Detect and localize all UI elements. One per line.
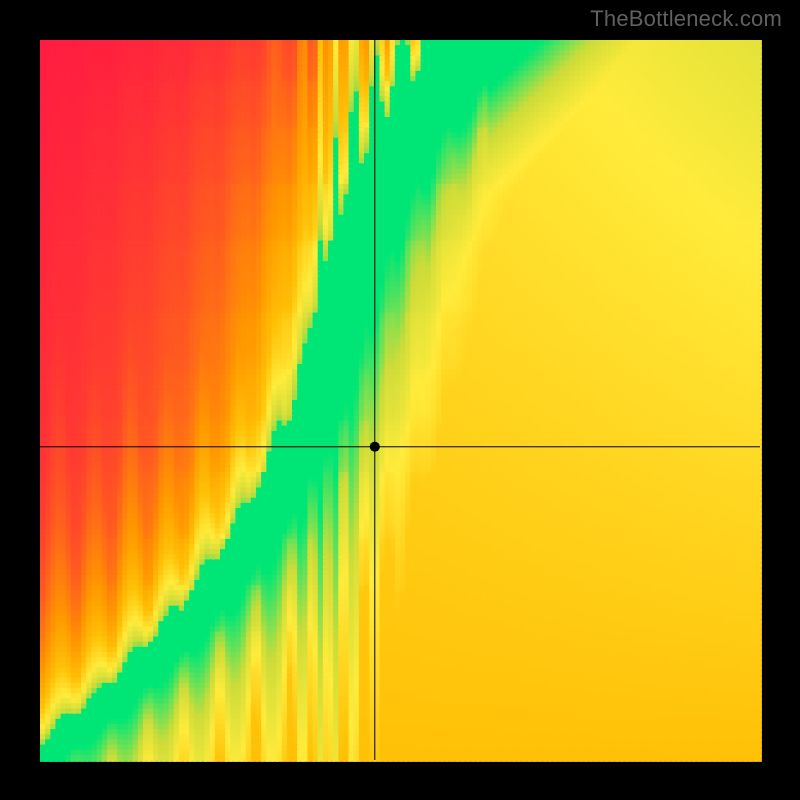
watermark-text: TheBottleneck.com bbox=[0, 6, 800, 32]
bottleneck-heatmap bbox=[0, 0, 800, 800]
